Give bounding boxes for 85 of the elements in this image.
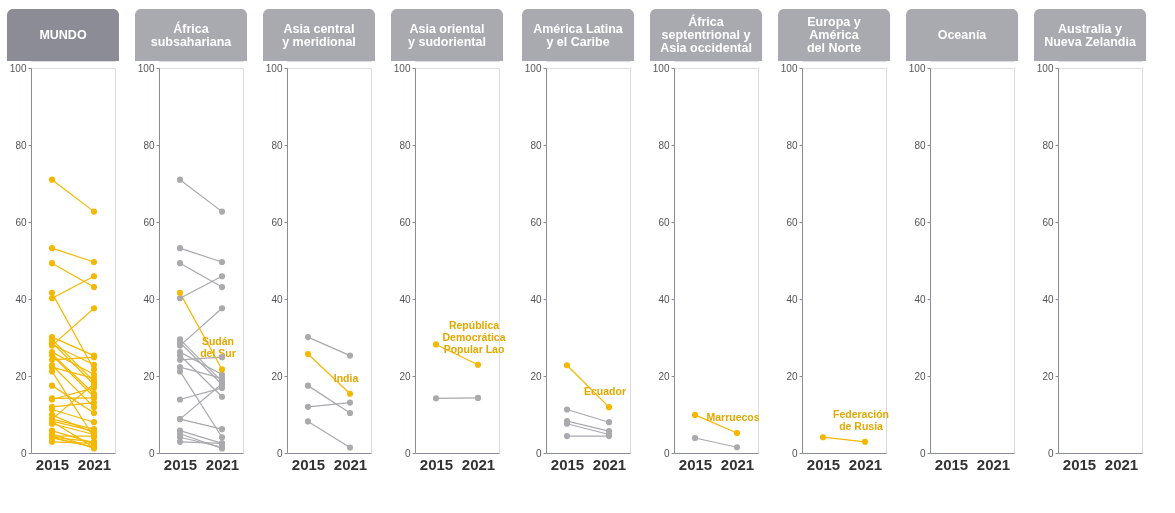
- y-tick-label: 60: [399, 216, 411, 228]
- y-tick-label: 80: [271, 139, 283, 151]
- chart-title: Oceanía: [937, 28, 988, 42]
- y-tick-label: 100: [652, 62, 670, 74]
- y-tick-label: 60: [271, 216, 283, 228]
- chart-title: África subsahariana: [150, 20, 233, 49]
- x-tick-label: 2015: [419, 455, 454, 473]
- y-tick-label: 0: [791, 447, 798, 459]
- chart-title: Australia y Nueva Zelandia: [1044, 21, 1137, 49]
- y-tick-label: 80: [658, 139, 670, 151]
- chart-title: MUNDO: [39, 28, 87, 42]
- y-tick-label: 0: [1047, 447, 1054, 459]
- x-tick-label: 2015: [678, 455, 713, 473]
- chart-title: Asia oriental y sudoriental: [408, 21, 486, 49]
- y-tick-label: 0: [20, 447, 27, 459]
- y-tick-label: 100: [524, 62, 542, 74]
- series-label: Federación de Rusia: [832, 407, 890, 432]
- x-tick-label: 2015: [550, 455, 585, 473]
- y-tick-label: 0: [919, 447, 926, 459]
- y-tick-label: 20: [271, 370, 283, 382]
- y-tick-label: 100: [393, 62, 411, 74]
- y-tick-label: 60: [15, 216, 27, 228]
- x-tick-label: 2015: [934, 455, 969, 473]
- y-tick-label: 0: [663, 447, 670, 459]
- x-tick-label: 2021: [461, 455, 496, 473]
- y-tick-label: 20: [1042, 370, 1054, 382]
- x-tick-label: 2021: [592, 455, 627, 473]
- x-tick-label: 2015: [35, 455, 70, 473]
- x-tick-label: 2015: [1062, 455, 1097, 473]
- y-tick-label: 20: [786, 370, 798, 382]
- x-tick-label: 2021: [333, 455, 368, 473]
- y-tick-label: 60: [143, 216, 155, 228]
- y-tick-label: 40: [914, 293, 926, 305]
- y-tick-label: 100: [265, 62, 283, 74]
- y-tick-label: 40: [786, 293, 798, 305]
- y-tick-label: 60: [658, 216, 670, 228]
- y-tick-label: 20: [399, 370, 411, 382]
- x-tick-label: 2015: [291, 455, 326, 473]
- y-tick-label: 40: [15, 293, 27, 305]
- y-tick-label: 100: [9, 62, 27, 74]
- x-tick-label: 2015: [163, 455, 198, 473]
- y-tick-label: 100: [908, 62, 926, 74]
- x-tick-label: 2021: [77, 455, 112, 473]
- y-tick-label: 40: [1042, 293, 1054, 305]
- y-tick-label: 100: [137, 62, 155, 74]
- y-tick-label: 0: [535, 447, 542, 459]
- y-tick-label: 100: [1036, 62, 1054, 74]
- y-tick-label: 40: [399, 293, 411, 305]
- y-tick-label: 0: [404, 447, 411, 459]
- y-tick-label: 40: [143, 293, 155, 305]
- chart-title: Asia central y meridional: [282, 21, 356, 49]
- y-tick-label: 0: [148, 447, 155, 459]
- y-tick-label: 80: [530, 139, 542, 151]
- y-tick-label: 80: [399, 139, 411, 151]
- y-tick-label: 40: [271, 293, 283, 305]
- y-tick-label: 40: [658, 293, 670, 305]
- chart-title: Europa y América del Norte: [806, 15, 862, 55]
- y-tick-label: 20: [914, 370, 926, 382]
- series-label: India: [333, 371, 359, 384]
- y-tick-label: 20: [143, 370, 155, 382]
- chart-title: América Latina y el Caribe: [533, 21, 624, 49]
- x-tick-label: 2021: [205, 455, 240, 473]
- y-tick-label: 80: [786, 139, 798, 151]
- y-tick-label: 60: [1042, 216, 1054, 228]
- y-tick-label: 60: [914, 216, 926, 228]
- x-tick-label: 2021: [848, 455, 883, 473]
- y-tick-label: 0: [276, 447, 283, 459]
- x-tick-label: 2021: [720, 455, 755, 473]
- y-tick-label: 40: [530, 293, 542, 305]
- series-label: Marruecos: [706, 410, 760, 423]
- y-tick-label: 60: [786, 216, 798, 228]
- y-tick-label: 80: [1042, 139, 1054, 151]
- x-tick-label: 2021: [1104, 455, 1139, 473]
- y-tick-label: 80: [143, 139, 155, 151]
- y-tick-label: 20: [15, 370, 27, 382]
- x-tick-label: 2021: [976, 455, 1011, 473]
- y-tick-label: 80: [15, 139, 27, 151]
- x-tick-label: 2015: [806, 455, 841, 473]
- series-label: República Democrática Popular Lao: [442, 318, 506, 355]
- y-tick-label: 60: [530, 216, 542, 228]
- y-tick-label: 80: [914, 139, 926, 151]
- y-tick-label: 20: [658, 370, 670, 382]
- chart-title: África septentrional y Asia occidental: [660, 14, 752, 55]
- y-tick-label: 20: [530, 370, 542, 382]
- y-tick-label: 100: [780, 62, 798, 74]
